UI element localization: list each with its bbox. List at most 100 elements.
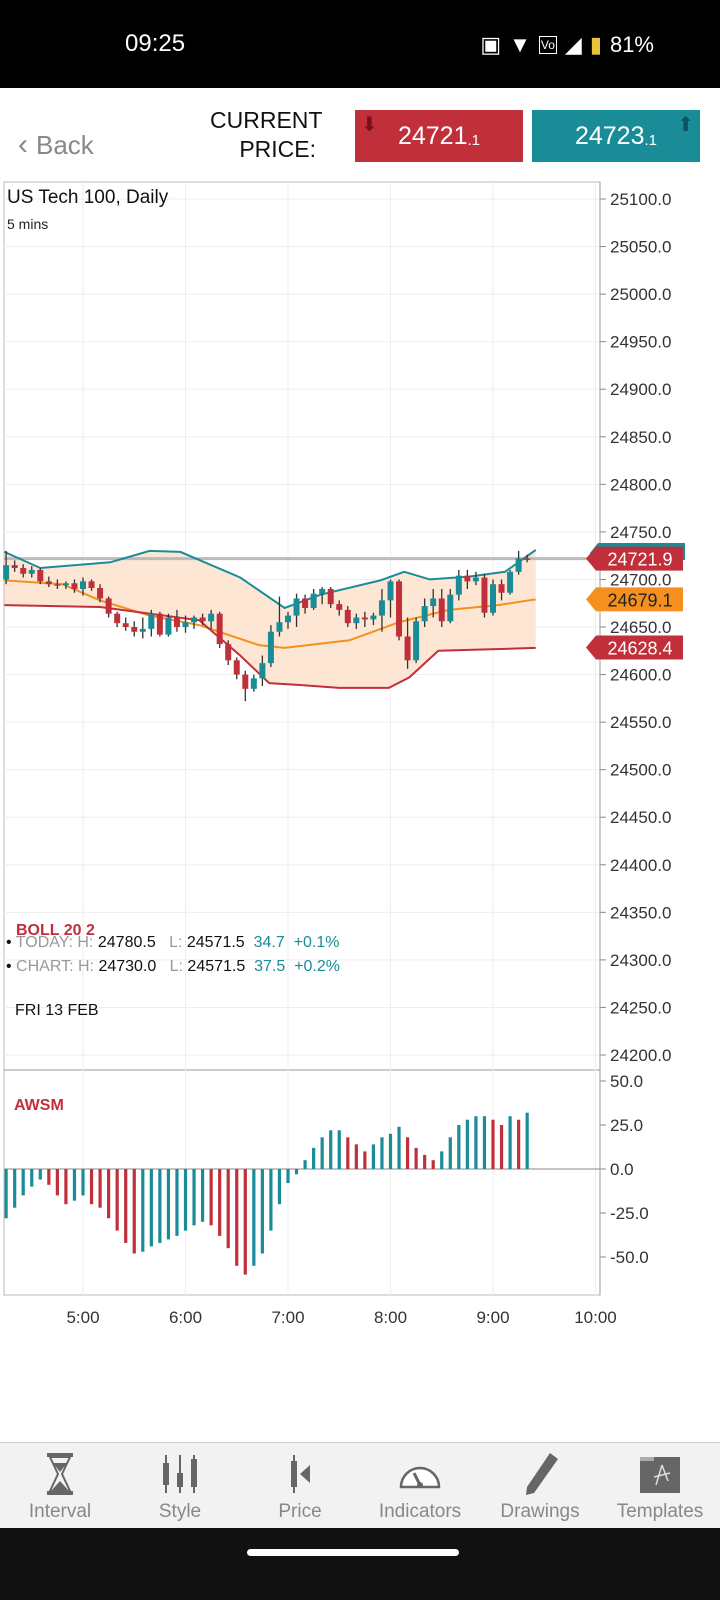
candle-body <box>156 613 163 635</box>
awsm-bar <box>320 1137 324 1169</box>
awsm-bar <box>277 1169 282 1205</box>
awsm-bar <box>499 1125 504 1169</box>
awsm-bar <box>448 1137 452 1169</box>
candle <box>28 566 35 578</box>
candle-body <box>199 617 206 622</box>
candle <box>276 596 283 637</box>
candle-body <box>131 627 138 632</box>
candle-body <box>267 631 274 664</box>
awsm-bar <box>363 1151 367 1169</box>
candle <box>250 674 257 692</box>
bollinger-lower-line <box>4 604 536 689</box>
awsm-bar <box>175 1169 179 1236</box>
home-indicator[interactable] <box>247 1549 459 1556</box>
price-tag-shape <box>586 635 683 660</box>
sell-price-button[interactable]: ⬇ 24721.1 <box>355 110 523 162</box>
nav-drawings[interactable]: Drawings <box>480 1443 600 1528</box>
candle-body <box>114 613 121 624</box>
nav-templates[interactable]: Templates <box>600 1443 720 1528</box>
awsm-bar <box>98 1169 102 1208</box>
nav-style[interactable]: Style <box>120 1443 240 1528</box>
price-tag: 24721.9 <box>586 546 683 571</box>
candle-body <box>344 609 351 624</box>
gauge-icon <box>399 1466 441 1489</box>
today-label: TODAY: H: <box>15 934 94 951</box>
candle <box>447 588 454 624</box>
nav-indicators[interactable]: Indicators <box>360 1443 480 1528</box>
chart-low-label: L: <box>169 958 183 975</box>
candle-body <box>148 613 155 629</box>
price-tick-label: 24650.0 <box>610 618 671 637</box>
awsm-bar <box>388 1133 393 1169</box>
candle <box>62 581 69 589</box>
nav-label: Interval <box>28 1501 92 1522</box>
awsm-bar <box>158 1169 162 1243</box>
candle-body <box>208 613 215 622</box>
price-tick-label: 24350.0 <box>610 903 671 922</box>
chart-title: US Tech 100, Daily <box>7 187 169 208</box>
candle-body <box>430 598 437 607</box>
nav-label: Templates <box>616 1501 704 1522</box>
candle <box>80 577 86 596</box>
candle <box>199 613 206 626</box>
candle <box>464 569 471 589</box>
price-tag-label: 24679.1 <box>607 590 672 610</box>
sell-price: 24721 <box>397 121 468 150</box>
price-chart[interactable]: 5:00 6:00 7:00 8:00 9:00 10:00 25100.0 25050.0 2… <box>0 0 720 1340</box>
awsm-bar <box>64 1169 68 1205</box>
awsm-bar <box>81 1169 85 1196</box>
boll-indicator-label[interactable]: BOLL 20 2 <box>16 922 95 939</box>
candle-body <box>3 565 10 580</box>
folder-compass-icon <box>640 1457 680 1493</box>
price-tick-label: 24900.0 <box>610 380 671 399</box>
candle <box>122 617 129 631</box>
awsm-bar <box>200 1169 205 1222</box>
today-low-label: L: <box>169 934 183 951</box>
awsm-bar <box>303 1160 307 1169</box>
time-tick-label: 6:00 <box>169 1308 202 1327</box>
price-tick-label: 25100.0 <box>610 190 671 209</box>
candle <box>131 621 138 637</box>
back-button[interactable]: ‹ Back <box>18 128 94 162</box>
candle-body <box>105 598 112 614</box>
candle-body <box>310 593 317 608</box>
buy-price-button[interactable]: ⬆ 24723.1 <box>532 110 700 162</box>
signal-icon: ◢ <box>564 32 582 57</box>
candle <box>387 579 394 618</box>
today-high: 24780.5 <box>97 934 156 951</box>
awsm-bar <box>440 1151 444 1169</box>
awsm-bar <box>329 1130 333 1169</box>
candle-body <box>302 598 309 608</box>
candle-body <box>216 613 223 645</box>
chart-stats-label: CHART: H: <box>16 958 94 975</box>
awsm-bar <box>397 1126 401 1169</box>
candle <box>413 617 420 664</box>
awsm-bar <box>243 1169 247 1275</box>
today-change: 34.7 <box>253 934 285 951</box>
awsm-bar <box>21 1169 25 1196</box>
candle <box>370 612 377 626</box>
candle-body <box>225 644 232 661</box>
awsm-bar <box>465 1119 469 1169</box>
candle-body <box>20 568 27 574</box>
candle-body <box>45 581 52 585</box>
awsm-bar <box>431 1160 435 1169</box>
candle-body <box>464 575 471 582</box>
arrow-down-icon: ⬇ <box>361 114 378 136</box>
candle-body <box>387 581 394 601</box>
candle-body <box>276 622 283 632</box>
awsm-bar <box>260 1169 264 1254</box>
candle-body <box>285 615 291 623</box>
nav-interval[interactable]: Interval <box>0 1443 120 1528</box>
candle-body <box>378 600 385 616</box>
candle <box>327 587 334 608</box>
awsm-bar <box>183 1169 188 1231</box>
battery-icon: ▮ <box>589 32 602 57</box>
candle-body <box>524 558 531 561</box>
candle-body <box>413 621 420 661</box>
bollinger-band-fill <box>4 550 536 688</box>
awsm-indicator-label[interactable]: AWSM <box>14 1097 64 1114</box>
nav-price[interactable]: Price <box>240 1443 360 1528</box>
candle <box>378 588 385 632</box>
awsm-bar <box>482 1116 487 1169</box>
